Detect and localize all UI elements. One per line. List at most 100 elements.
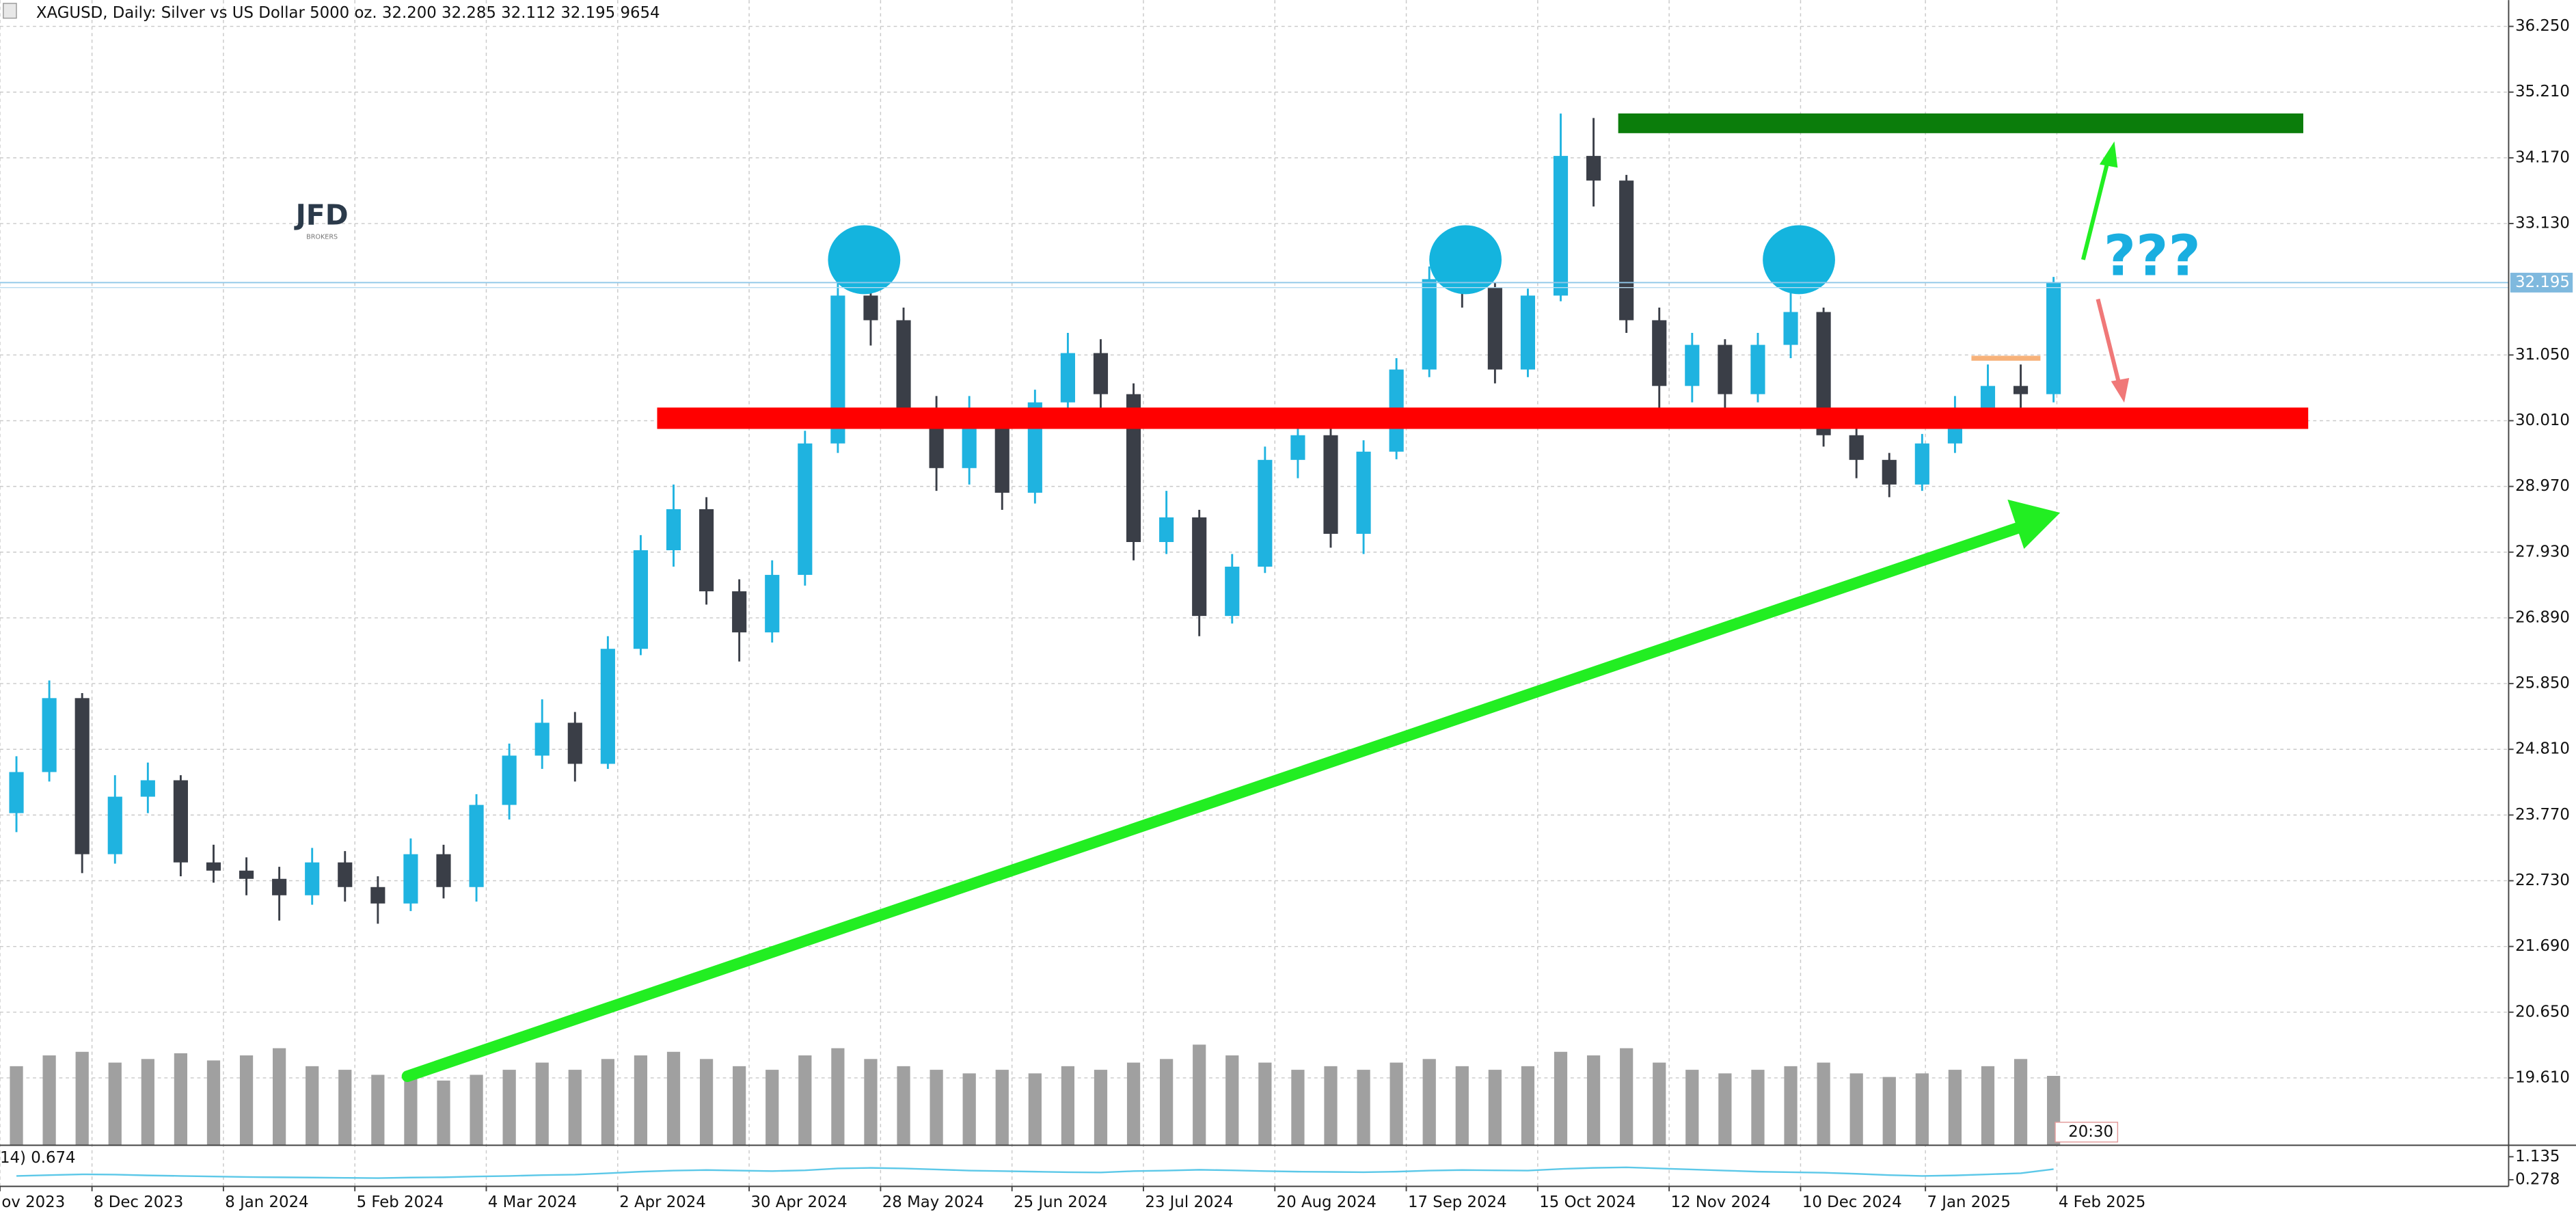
volume-bar [864,1059,878,1146]
x-tick-label: 7 Jan 2025 [1927,1193,2011,1211]
candle-body [699,509,714,592]
candle-body [1422,279,1437,370]
volume-bar [666,1051,681,1146]
volume-bar [1028,1073,1042,1146]
volume-bar [306,1066,319,1146]
candle-body [666,509,681,551]
x-tick-label: 25 Jun 2024 [1014,1193,1107,1211]
last-price-box [2510,273,2573,293]
volume-bar [1653,1062,1666,1146]
volume-bar [1586,1055,1601,1146]
x-tick-label: 15 Oct 2024 [1539,1193,1636,1211]
question-marks: ??? [2104,224,2201,288]
candle-body [272,878,287,895]
candle-body [469,805,484,887]
y-tick-label: 34.170 [2515,148,2570,166]
y-tick-label: 20.650 [2515,1003,2570,1021]
candle-body [798,443,813,576]
volume-bar [42,1055,56,1146]
volume-bar [404,1077,418,1146]
up-arrow [2080,160,2110,260]
candle-body [1323,435,1338,534]
top-marker [828,225,901,295]
candle-body [1914,443,1929,485]
candle-body [1192,517,1207,617]
candle-body [633,550,649,649]
candle-body [1619,180,1634,321]
volume-bar [962,1073,976,1146]
volume-bar [930,1070,943,1146]
candle-body [1849,435,1864,460]
top-marker [1763,225,1835,295]
volume-bar [1126,1062,1141,1146]
candle-body [1487,287,1502,370]
y-tick-label: 26.890 [2515,608,2570,626]
symbol-icon [3,3,17,19]
volume-bar [1521,1066,1535,1146]
volume-bar [1061,1066,1075,1146]
x-tick-label: 23 Jul 2024 [1145,1193,1233,1211]
y-tick-label: 35.210 [2515,83,2570,100]
volume-bar [995,1070,1009,1146]
x-tick-label: 8 Dec 2023 [94,1193,183,1211]
volume-bar [1882,1077,1896,1146]
volume-bar [108,1062,122,1146]
volume-bar [239,1055,254,1146]
candle-body [896,320,911,411]
volume-bar [1422,1059,1436,1146]
x-tick-label: 4 Mar 2024 [488,1193,577,1211]
candle-body [42,698,57,772]
x-tick-label: 8 Jan 2024 [225,1193,308,1211]
volume-bar [1455,1066,1469,1146]
support-band [657,407,2309,429]
candle-body [107,796,122,854]
candle-body [140,780,155,797]
y-tick-label: 36.250 [2515,17,2570,35]
y-tick-label: 30.010 [2515,411,2570,429]
candle-body [994,427,1009,493]
top-marker [1429,225,1502,295]
candle-body [305,862,320,895]
trend-arrow-head [2007,499,2061,549]
candle-body [403,854,418,904]
candle-body [1980,386,1996,411]
candle-body [436,854,451,887]
volume-bar [1751,1070,1765,1146]
volume-bar [1258,1062,1272,1146]
candle-body [1159,517,1174,542]
candle-body [863,295,878,321]
candle-body [830,295,845,444]
timer-box [2055,1122,2119,1143]
candle-body [765,575,780,633]
volume-bar [141,1059,154,1146]
candle-body [534,722,550,756]
candle-body [962,427,977,468]
volume-bar [733,1066,746,1146]
volume-bar [1160,1059,1174,1146]
candle-body [1258,459,1273,567]
candle-body [239,870,254,879]
volume-bar [601,1059,614,1146]
volume-bar [1718,1073,1732,1146]
candle-body [370,887,385,904]
indicator-line [16,1166,2054,1179]
volume-bar [470,1075,483,1146]
volume-bar [2014,1059,2028,1146]
candle-body [1718,344,1733,394]
y-tick-label: 25.850 [2515,675,2570,692]
down-arrow-head [2111,377,2130,403]
volume-bar [206,1060,221,1146]
volume-bar [338,1070,352,1146]
x-tick-label: 30 Apr 2024 [750,1193,847,1211]
up-arrow-head [2099,141,2118,168]
x-tick-label: 2 Apr 2024 [619,1193,706,1211]
x-tick-label: ov 2023 [1,1193,65,1211]
x-tick-label: 12 Nov 2024 [1671,1193,1771,1211]
volume-bar [1193,1044,1206,1146]
x-tick-label: 4 Feb 2025 [2059,1193,2146,1211]
volume-bar [1357,1070,1370,1146]
